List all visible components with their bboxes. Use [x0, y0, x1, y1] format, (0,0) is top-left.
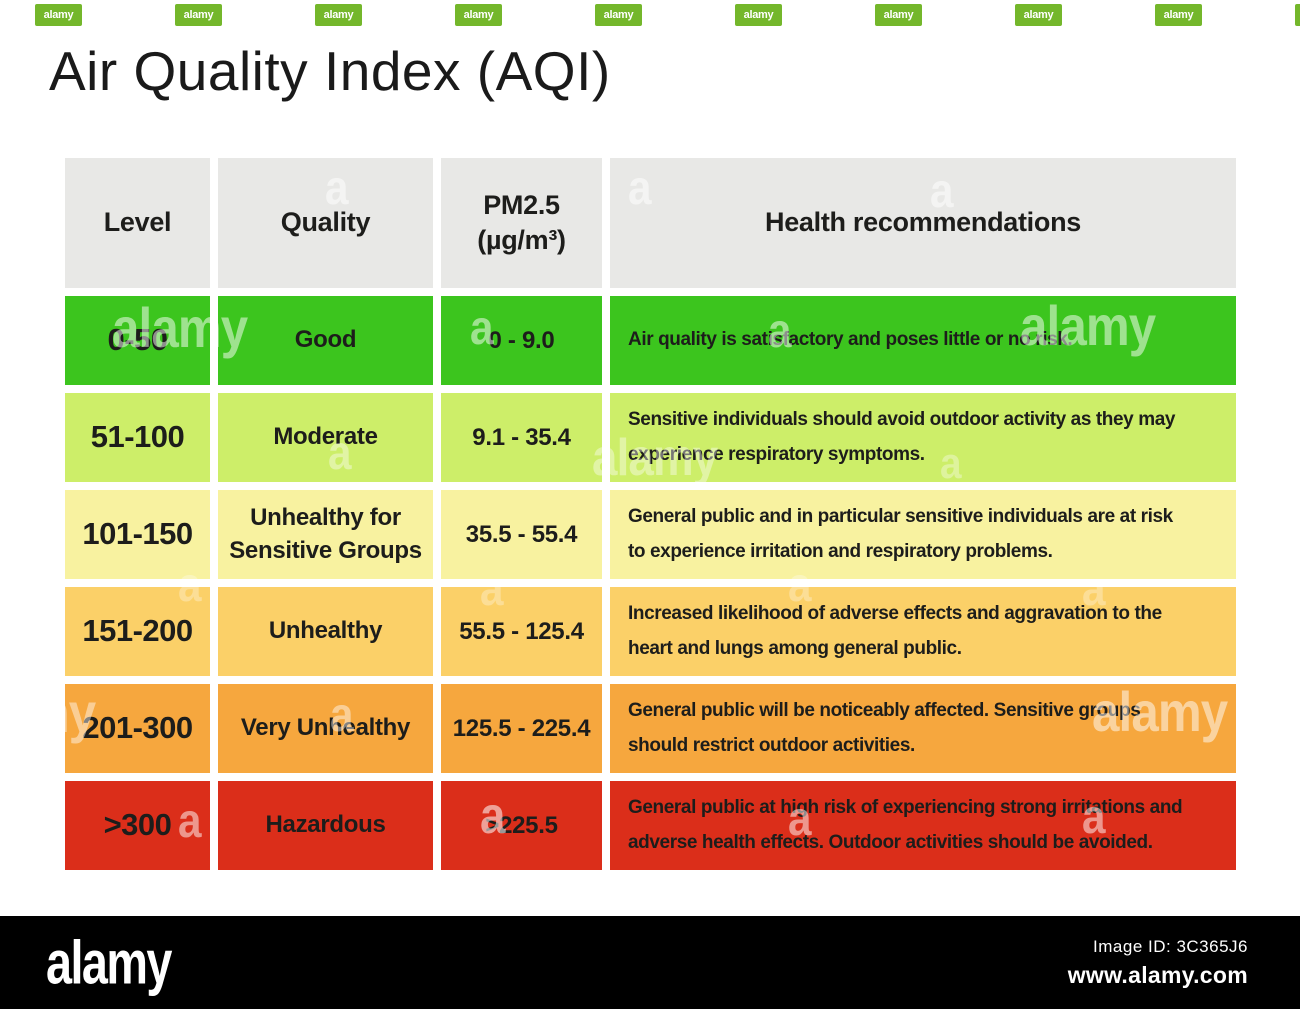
quality-cell: Unhealthy	[218, 587, 433, 676]
header-level: Level	[65, 158, 210, 288]
level-cell: 151-200	[65, 587, 210, 676]
quality-cell: Good	[218, 296, 433, 385]
quality-cell: Moderate	[218, 393, 433, 482]
alamy-tag: alamy	[1295, 4, 1300, 26]
pm25-cell: 55.5 - 125.4	[441, 587, 602, 676]
level-cell: 0-50	[65, 296, 210, 385]
quality-cell: Hazardous	[218, 781, 433, 870]
alamy-tag: alamy	[315, 4, 362, 26]
level-cell: 101-150	[65, 490, 210, 579]
footer-bar: alamy Image ID: 3C365J6 www.alamy.com	[0, 916, 1300, 1009]
footer-meta: Image ID: 3C365J6 www.alamy.com	[1068, 937, 1248, 989]
level-cell: >300	[65, 781, 210, 870]
level-cell: 201-300	[65, 684, 210, 773]
header-health: Health recommendations	[610, 158, 1236, 288]
header-pm25-line1: PM2.5	[483, 189, 560, 220]
health-cell: General public will be noticeably affect…	[610, 684, 1236, 773]
page-title: Air Quality Index (AQI)	[49, 40, 611, 102]
pm25-cell: 9.1 - 35.4	[441, 393, 602, 482]
health-cell: General public and in particular sensiti…	[610, 490, 1236, 579]
alamy-tag: alamy	[455, 4, 502, 26]
alamy-tag: alamy	[175, 4, 222, 26]
health-cell: Increased likelihood of adverse effects …	[610, 587, 1236, 676]
alamy-tag: alamy	[735, 4, 782, 26]
pm25-cell: 125.5 - 225.4	[441, 684, 602, 773]
header-quality: Quality	[218, 158, 433, 288]
alamy-tag: alamy	[1015, 4, 1062, 26]
pm25-cell: 35.5 - 55.4	[441, 490, 602, 579]
header-pm25-line2: (µg/m³)	[477, 225, 566, 255]
health-cell: Air quality is satisfactory and poses li…	[610, 296, 1236, 385]
alamy-tag: alamy	[1155, 4, 1202, 26]
health-cell: General public at high risk of experienc…	[610, 781, 1236, 870]
image-id-text: Image ID: 3C365J6	[1093, 936, 1248, 956]
pm25-cell: 0 - 9.0	[441, 296, 602, 385]
health-cell: Sensitive individuals should avoid outdo…	[610, 393, 1236, 482]
alamy-tag: alamy	[35, 4, 82, 26]
pm25-cell: >225.5	[441, 781, 602, 870]
quality-cell: Unhealthy for Sensitive Groups	[218, 490, 433, 579]
alamy-tag: alamy	[595, 4, 642, 26]
alamy-logo: alamy	[46, 927, 172, 997]
aqi-table: Level Quality PM2.5 (µg/m³) Health recom…	[65, 158, 1236, 870]
alamy-url-text: www.alamy.com	[1067, 961, 1248, 988]
header-pm25: PM2.5 (µg/m³)	[441, 158, 602, 288]
level-cell: 51-100	[65, 393, 210, 482]
quality-cell: Very Unhealthy	[218, 684, 433, 773]
alamy-tag: alamy	[875, 4, 922, 26]
